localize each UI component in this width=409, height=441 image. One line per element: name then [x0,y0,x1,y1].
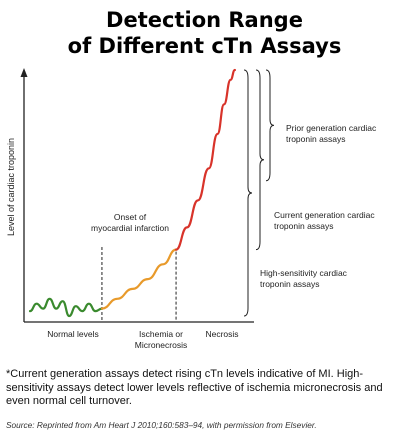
source-citation: Source: Reprinted from Am Heart J 2010;1… [6,420,317,430]
x-category-normal: Normal levels [47,329,99,339]
assay-range-brace-3 [243,69,253,317]
assay-range-brace-1 [265,69,275,182]
current-generation-label-line2: troponin assays [274,221,334,231]
y-axis-label: Level of cardiac troponin [6,137,16,237]
y-axis-arrow [20,68,28,77]
chart-title-line1: Detection Range [106,8,303,32]
current-generation-label-line1: Current generation cardiac [274,210,375,220]
series-ischemia-line [100,248,178,310]
series-normal-line [28,297,103,318]
onset-annotation-line2: myocardial infarction [91,223,169,233]
x-category-ischemia-line1: Ischemia or [139,329,183,339]
series-necrosis-line [175,68,236,251]
chart-title-line2: of Different cTn Assays [67,34,342,58]
high-sensitivity-label-line2: troponin assays [260,279,320,289]
x-category-ischemia: Ischemia or Micronecrosis [121,329,201,351]
x-category-necrosis: Necrosis [205,329,239,339]
assay-range-brace-2 [255,69,265,251]
footnote: *Current generation assays detect rising… [6,368,383,407]
prior-generation-label: Prior generation cardiac troponin assays [286,123,376,145]
high-sensitivity-label-line1: High-sensitivity cardiac [260,268,347,278]
high-sensitivity-label: High-sensitivity cardiac troponin assays [260,268,347,290]
x-category-ischemia-line2: Micronecrosis [134,340,188,350]
prior-generation-label-line1: Prior generation cardiac [286,123,377,133]
onset-annotation-line1: Onset of [113,212,147,222]
onset-annotation: Onset of myocardial infarction [85,212,175,234]
prior-generation-label-line2: troponin assays [286,134,346,144]
current-generation-label: Current generation cardiac troponin assa… [274,210,375,232]
